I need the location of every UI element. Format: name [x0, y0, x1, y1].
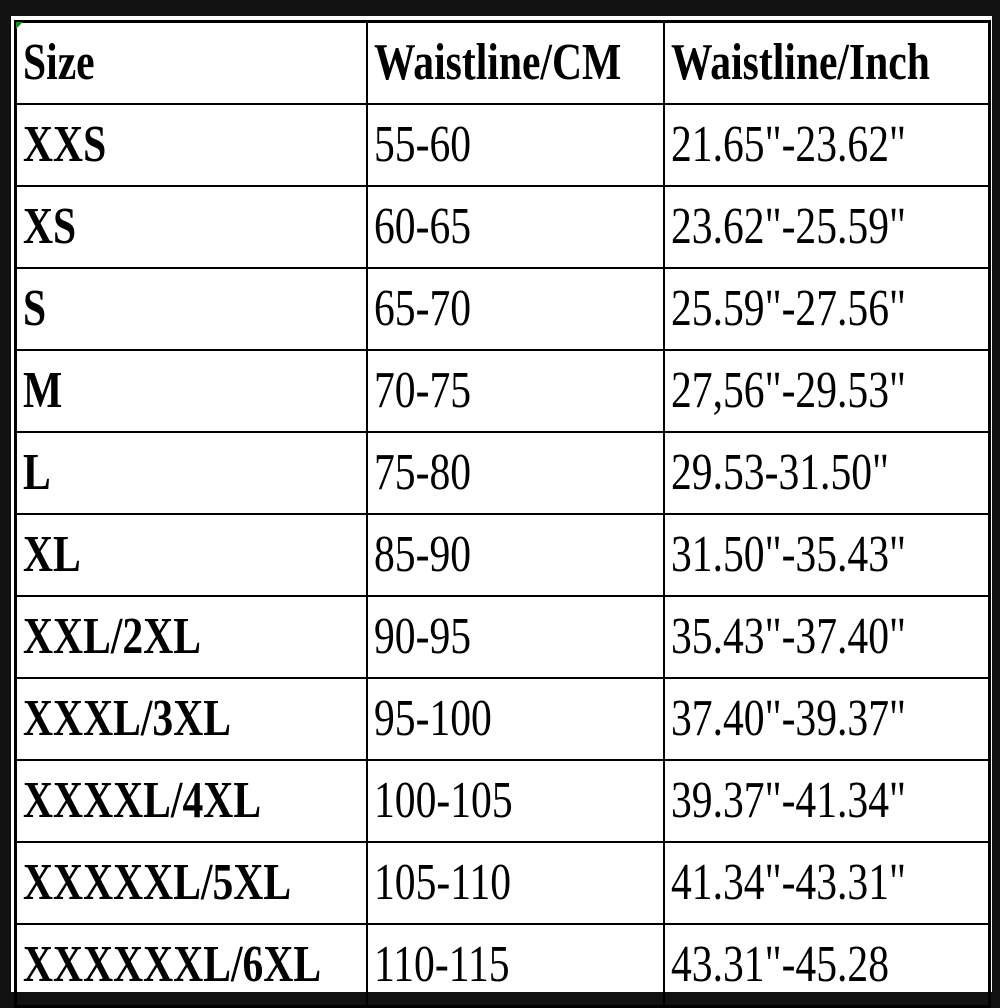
waist-inch-cell: 35.43"-37.40" [662, 595, 991, 679]
waist-cm-cell: 60-65 [365, 185, 665, 269]
header-waist-cm-label: Waistline/CM [373, 34, 621, 91]
waist-cm-cell: 85-90 [365, 513, 665, 597]
waist-inch-cell: 27,56"-29.53" [662, 349, 991, 433]
header-row: Size Waistline/CM Waistline/Inch [14, 20, 991, 105]
header-size: Size [14, 20, 368, 105]
size-cell-text: XXS [23, 116, 107, 173]
size-chart-table: Size Waistline/CM Waistline/Inch XXS 55-6… [14, 20, 991, 1008]
waist-cm-cell: 105-110 [365, 841, 665, 925]
size-cell-text: XS [23, 198, 77, 255]
size-cell-text: XXXXL/4XL [23, 772, 262, 829]
size-cell: XL [14, 513, 368, 597]
waist-cm-cell-text: 85-90 [373, 526, 471, 583]
waist-cm-cell: 55-60 [365, 103, 665, 187]
header-waist-inch: Waistline/Inch [662, 20, 991, 105]
header-waist-cm: Waistline/CM [365, 20, 665, 105]
size-cell-text: S [23, 280, 47, 337]
waist-cm-cell-text: 100-105 [373, 772, 513, 829]
size-cell: XXXXXL/5XL [14, 841, 368, 925]
waist-cm-cell-text: 75-80 [373, 444, 471, 501]
waist-inch-cell-text: 23.62"-25.59" [670, 198, 906, 255]
waist-inch-cell: 21.65"-23.62" [662, 103, 991, 187]
size-cell: XXXXXXL/6XL [14, 923, 368, 1008]
table-row: L 75-80 29.53-31.50" [14, 431, 991, 515]
waist-inch-cell-text: 27,56"-29.53" [670, 362, 906, 419]
waist-inch-cell: 29.53-31.50" [662, 431, 991, 515]
waist-cm-cell: 70-75 [365, 349, 665, 433]
waist-cm-cell: 100-105 [365, 759, 665, 843]
size-cell-text: L [23, 444, 51, 501]
size-cell: XXS [14, 103, 368, 187]
table-row: XS 60-65 23.62"-25.59" [14, 185, 991, 269]
table-row: XXXXXL/5XL 105-110 41.34"-43.31" [14, 841, 991, 925]
table-row: XXXXL/4XL 100-105 39.37"-41.34" [14, 759, 991, 843]
waist-cm-cell: 95-100 [365, 677, 665, 761]
waist-cm-cell: 65-70 [365, 267, 665, 351]
waist-inch-cell: 41.34"-43.31" [662, 841, 991, 925]
table-row: XL 85-90 31.50"-35.43" [14, 513, 991, 597]
waist-cm-cell: 75-80 [365, 431, 665, 515]
size-cell-text: M [23, 362, 63, 419]
size-cell: XS [14, 185, 368, 269]
waist-inch-cell: 25.59"-27.56" [662, 267, 991, 351]
size-cell-text: XXXXXL/5XL [23, 854, 292, 911]
waist-inch-cell-text: 25.59"-27.56" [670, 280, 906, 337]
waist-cm-cell-text: 110-115 [373, 936, 510, 993]
size-cell: L [14, 431, 368, 515]
waist-inch-cell-text: 31.50"-35.43" [670, 526, 906, 583]
waist-inch-cell: 43.31"-45.28 [662, 923, 991, 1008]
waist-inch-cell: 39.37"-41.34" [662, 759, 991, 843]
size-cell: XXL/2XL [14, 595, 368, 679]
size-cell: XXXXL/4XL [14, 759, 368, 843]
table-row: XXL/2XL 90-95 35.43"-37.40" [14, 595, 991, 679]
size-cell-text: XXL/2XL [23, 608, 201, 665]
cell-comment-marker [16, 22, 23, 29]
waist-inch-cell-text: 43.31"-45.28 [670, 936, 889, 993]
table-row: XXS 55-60 21.65"-23.62" [14, 103, 991, 187]
table-row: XXXXXXL/6XL 110-115 43.31"-45.28 [14, 923, 991, 1008]
header-size-label: Size [23, 34, 95, 91]
waist-inch-cell-text: 39.37"-41.34" [670, 772, 906, 829]
size-cell: XXXL/3XL [14, 677, 368, 761]
waist-inch-cell-text: 35.43"-37.40" [670, 608, 906, 665]
waist-inch-cell-text: 21.65"-23.62" [670, 116, 906, 173]
waist-inch-cell-text: 29.53-31.50" [670, 444, 889, 501]
size-cell-text: XL [23, 526, 81, 583]
waist-cm-cell-text: 70-75 [373, 362, 471, 419]
waist-inch-cell: 23.62"-25.59" [662, 185, 991, 269]
size-cell: S [14, 267, 368, 351]
waist-cm-cell-text: 105-110 [373, 854, 511, 911]
waist-cm-cell-text: 95-100 [373, 690, 492, 747]
table-row: S 65-70 25.59"-27.56" [14, 267, 991, 351]
table-row: M 70-75 27,56"-29.53" [14, 349, 991, 433]
header-waist-inch-label: Waistline/Inch [670, 34, 930, 91]
waist-cm-cell: 90-95 [365, 595, 665, 679]
size-cell: M [14, 349, 368, 433]
waist-inch-cell-text: 37.40"-39.37" [670, 690, 906, 747]
waist-inch-cell-text: 41.34"-43.31" [670, 854, 906, 911]
waist-cm-cell: 110-115 [365, 923, 665, 1008]
size-cell-text: XXXL/3XL [23, 690, 232, 747]
waist-cm-cell-text: 60-65 [373, 198, 471, 255]
size-cell-text: XXXXXXL/6XL [23, 936, 322, 993]
table-row: XXXL/3XL 95-100 37.40"-39.37" [14, 677, 991, 761]
waist-cm-cell-text: 65-70 [373, 280, 471, 337]
waist-inch-cell: 37.40"-39.37" [662, 677, 991, 761]
waist-cm-cell-text: 90-95 [373, 608, 471, 665]
waist-cm-cell-text: 55-60 [373, 116, 471, 173]
waist-inch-cell: 31.50"-35.43" [662, 513, 991, 597]
